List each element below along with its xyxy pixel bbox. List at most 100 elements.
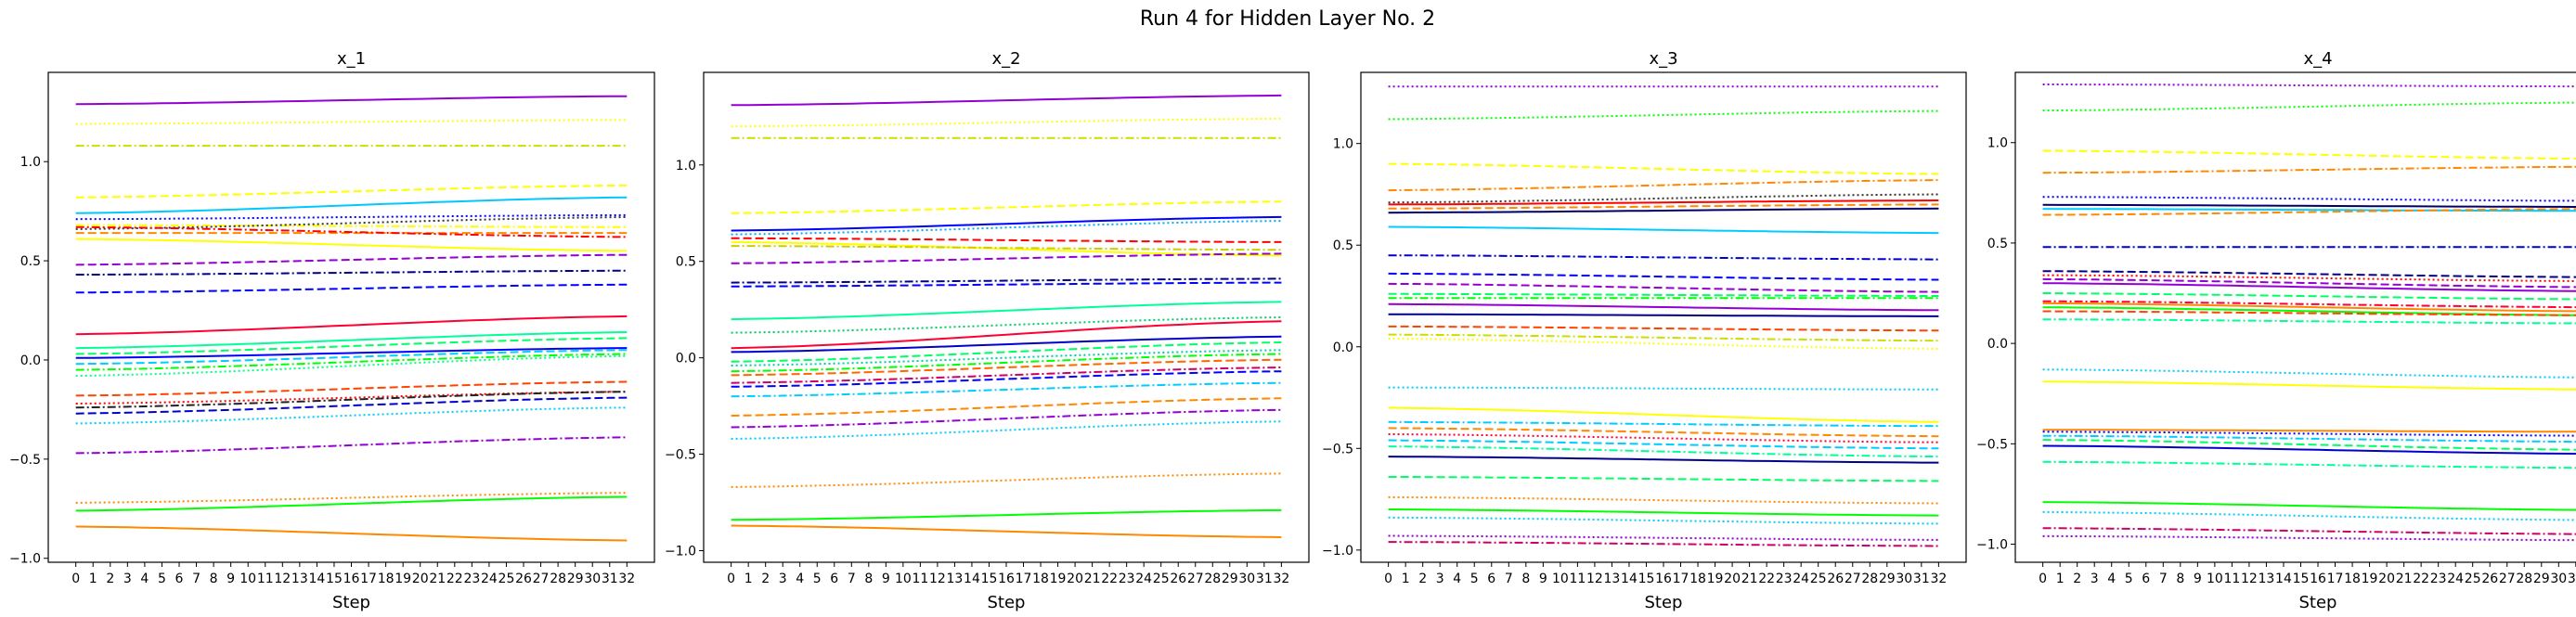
series-line	[1388, 282, 1939, 293]
series-line	[731, 316, 1282, 334]
series-line	[2042, 460, 2576, 469]
series-line	[2042, 208, 2576, 212]
x-tick-label: 21	[1741, 572, 1758, 586]
series-line	[2042, 270, 2576, 278]
series-line	[75, 283, 628, 294]
x-tick-label: 17	[2327, 572, 2344, 586]
x-tick-label: 7	[1505, 572, 1513, 586]
series-line	[1388, 508, 1939, 517]
subplot-1: x_1−1.0−0.50.00.51.00 1 2 3 4 5 6 7 8 9 10 11 12 13 14…	[9, 49, 655, 612]
x-tick-label: 31	[2568, 572, 2576, 586]
x-tick-label: 21	[429, 572, 446, 586]
series-line	[2042, 431, 2576, 437]
x-tick-label: 3	[2091, 572, 2099, 586]
series-line	[1388, 302, 1939, 312]
subplot-3: x_3−1.0−0.50.00.51.00 1 2 3 4 5 6 7 8 9 10 11 12 13 14…	[1322, 49, 1967, 612]
series-line	[75, 238, 628, 252]
series-line	[75, 337, 628, 355]
y-tick-label: 1.0	[1987, 136, 2008, 151]
series-line	[75, 396, 628, 415]
series-line	[1388, 199, 1939, 206]
x-tick-label: 15	[2293, 572, 2310, 586]
y-tick-label: −0.5	[665, 448, 696, 463]
series-line	[731, 220, 1282, 236]
x-tick-label: 7	[848, 572, 856, 586]
x-tick-label: 22	[2413, 572, 2429, 586]
x-tick-label: 12	[1586, 572, 1603, 586]
series-line	[2042, 444, 2576, 456]
x-tick-label: 14	[964, 572, 980, 586]
y-tick-label: −1.0	[9, 552, 41, 567]
series-line	[75, 331, 628, 350]
x-tick-label: 5	[813, 572, 822, 586]
x-tick-label: 8	[864, 572, 873, 586]
series-line	[731, 472, 1282, 488]
x-tick-label: 22	[1101, 572, 1118, 586]
x-tick-label: 23	[2430, 572, 2447, 586]
series-line	[731, 277, 1282, 284]
y-tick-label: 0.0	[20, 353, 41, 368]
y-tick-label: 1.0	[20, 155, 41, 170]
series-line	[731, 349, 1282, 366]
x-tick-label: 22	[447, 572, 463, 586]
x-tick-label: 28	[2516, 572, 2532, 586]
x-tick-label: 2	[761, 572, 770, 586]
x-tick-label: 30	[584, 572, 601, 586]
x-tick-label: 21	[1084, 572, 1101, 586]
x-tick-label: 19	[395, 572, 411, 586]
x-tick-label: 1	[744, 572, 753, 586]
x-tick-label: 3	[123, 572, 132, 586]
x-tick-label: 24	[481, 572, 498, 586]
x-tick-label: 6	[2142, 572, 2150, 586]
subplot-2: x_2−1.0−0.50.00.51.00 1 2 3 4 5 6 7 8 9 10 11 12 13 14…	[665, 49, 1310, 612]
x-tick-label: 29	[2533, 572, 2550, 586]
x-tick-label: 1	[2056, 572, 2065, 586]
series-line	[75, 495, 628, 512]
x-tick-label: 6	[1487, 572, 1495, 586]
subplot-title: x_1	[337, 49, 366, 69]
x-tick-label: 2	[2073, 572, 2081, 586]
x-tick-label: 8	[1521, 572, 1530, 586]
x-tick-label: 24	[1793, 572, 1809, 586]
x-axis-label: Step	[332, 593, 370, 612]
series-line	[1388, 439, 1939, 450]
x-tick-label: 4	[2107, 572, 2116, 586]
series-line	[75, 224, 628, 228]
series-line	[1388, 433, 1939, 443]
series-line	[2042, 149, 2576, 160]
x-tick-label: 20	[1067, 572, 1083, 586]
series-line	[75, 184, 628, 199]
x-tick-label: 1	[89, 572, 97, 586]
x-tick-label: 23	[463, 572, 480, 586]
x-tick-label: 30	[1238, 572, 1255, 586]
y-tick-label: −1.0	[1322, 544, 1353, 559]
y-tick-label: 1.0	[1333, 137, 1353, 152]
series-line	[731, 94, 1282, 107]
x-tick-label: 31	[1256, 572, 1273, 586]
x-tick-label: 13	[1604, 572, 1621, 586]
x-tick-label: 4	[1453, 572, 1461, 586]
x-tick-label: 11	[2223, 572, 2240, 586]
series-line	[1388, 254, 1939, 261]
x-tick-label: 16	[1655, 572, 1672, 586]
series-line	[2042, 302, 2576, 313]
series-line	[75, 269, 628, 276]
series-line	[75, 349, 628, 366]
x-tick-label: 18	[2344, 572, 2361, 586]
x-tick-label: 20	[2378, 572, 2395, 586]
series-line	[731, 381, 1282, 398]
x-tick-label: 4	[796, 572, 804, 586]
x-tick-label: 17	[1016, 572, 1032, 586]
y-tick-label: −0.5	[1322, 442, 1353, 456]
x-tick-label: 3	[779, 572, 787, 586]
y-tick-label: 1.0	[676, 159, 696, 174]
y-tick-label: −1.0	[665, 545, 696, 559]
x-tick-label: 31	[602, 572, 618, 586]
x-tick-label: 15	[326, 572, 343, 586]
x-tick-label: 25	[2465, 572, 2481, 586]
y-tick-label: 0.5	[676, 255, 696, 270]
series-line	[2042, 310, 2576, 316]
x-tick-label: 4	[140, 572, 149, 586]
series-line	[1388, 325, 1939, 332]
series-line	[1388, 338, 1939, 350]
